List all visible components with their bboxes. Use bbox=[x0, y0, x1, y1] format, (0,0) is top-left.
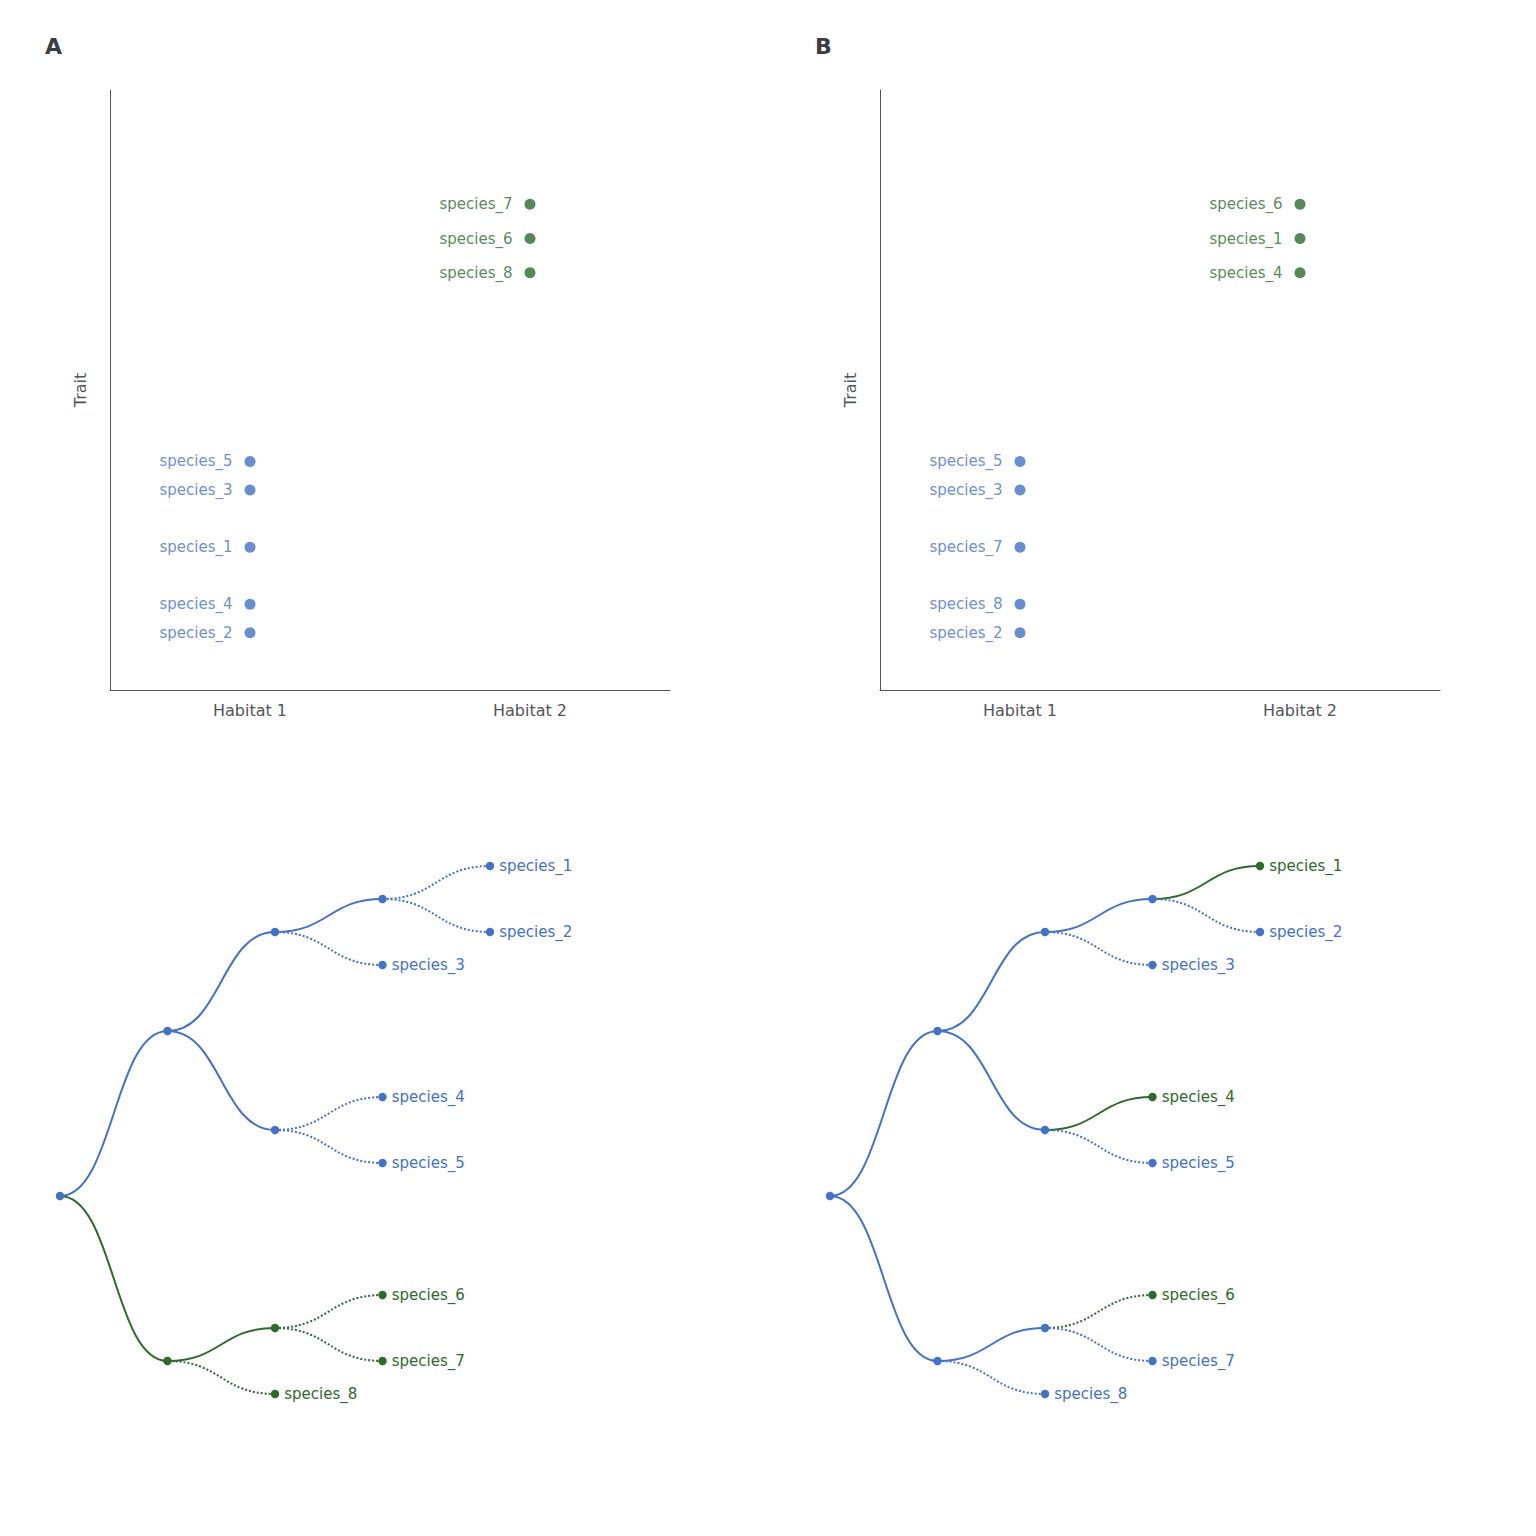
svg-text:Habitat 2: Habitat 2 bbox=[1263, 701, 1337, 720]
svg-text:species_8: species_8 bbox=[929, 595, 1002, 614]
svg-text:species_1: species_1 bbox=[499, 857, 572, 876]
svg-text:Habitat 2: Habitat 2 bbox=[493, 701, 567, 720]
svg-text:species_2: species_2 bbox=[1269, 923, 1342, 942]
svg-text:species_8: species_8 bbox=[439, 264, 512, 283]
svg-text:species_6: species_6 bbox=[392, 1286, 465, 1305]
svg-text:species_2: species_2 bbox=[929, 624, 1002, 643]
svg-text:species_1: species_1 bbox=[1269, 857, 1342, 876]
svg-text:A: A bbox=[45, 34, 62, 59]
svg-text:species_8: species_8 bbox=[284, 1385, 357, 1404]
svg-text:species_3: species_3 bbox=[929, 481, 1002, 500]
svg-text:species_1: species_1 bbox=[1209, 230, 1282, 249]
svg-text:species_8: species_8 bbox=[1054, 1385, 1127, 1404]
svg-text:B: B bbox=[815, 34, 832, 59]
svg-text:species_7: species_7 bbox=[439, 195, 512, 214]
svg-text:species_4: species_4 bbox=[159, 595, 232, 614]
svg-text:species_3: species_3 bbox=[1162, 956, 1235, 975]
svg-text:species_4: species_4 bbox=[392, 1088, 465, 1107]
svg-text:species_7: species_7 bbox=[929, 538, 1002, 557]
svg-text:species_4: species_4 bbox=[1162, 1088, 1235, 1107]
svg-text:species_5: species_5 bbox=[929, 452, 1002, 471]
svg-text:species_5: species_5 bbox=[159, 452, 232, 471]
svg-text:species_2: species_2 bbox=[159, 624, 232, 643]
svg-text:species_1: species_1 bbox=[159, 538, 232, 557]
svg-text:species_6: species_6 bbox=[1162, 1286, 1235, 1305]
svg-text:Habitat 1: Habitat 1 bbox=[213, 701, 287, 720]
svg-text:species_7: species_7 bbox=[1162, 1352, 1235, 1371]
svg-text:Trait: Trait bbox=[71, 373, 90, 409]
svg-text:species_5: species_5 bbox=[392, 1154, 465, 1173]
svg-text:Trait: Trait bbox=[841, 373, 860, 409]
svg-text:species_5: species_5 bbox=[1162, 1154, 1235, 1173]
svg-text:species_6: species_6 bbox=[439, 230, 512, 249]
svg-text:Habitat 1: Habitat 1 bbox=[983, 701, 1057, 720]
svg-text:species_6: species_6 bbox=[1209, 195, 1282, 214]
svg-text:species_4: species_4 bbox=[1209, 264, 1282, 283]
svg-text:species_3: species_3 bbox=[159, 481, 232, 500]
svg-text:species_7: species_7 bbox=[392, 1352, 465, 1371]
svg-text:species_2: species_2 bbox=[499, 923, 572, 942]
svg-text:species_3: species_3 bbox=[392, 956, 465, 975]
